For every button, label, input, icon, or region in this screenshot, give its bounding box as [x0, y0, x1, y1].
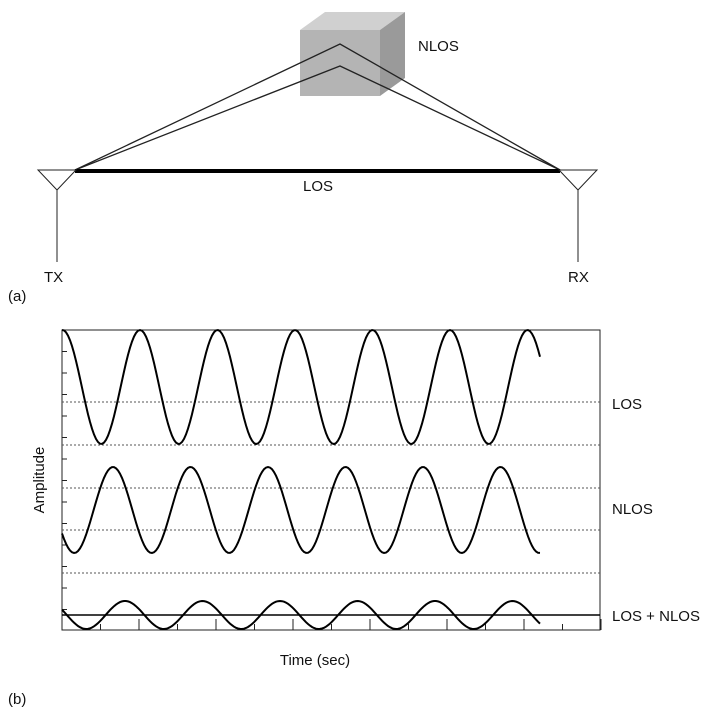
- plot: Amplitude Time (sec) (b) LOS NLOS LOS + …: [8, 328, 700, 708]
- tx-antenna: [36, 169, 78, 191]
- x-axis-label: Time (sec): [280, 652, 350, 669]
- trace-label: NLOS: [612, 501, 653, 518]
- panel-label: (a): [8, 288, 26, 305]
- panel-label: (b): [8, 691, 26, 708]
- nlos-path: [74, 65, 561, 171]
- rx-antenna: [557, 169, 599, 191]
- rx-label: RX: [568, 269, 589, 286]
- trace-label: LOS + NLOS: [612, 608, 700, 625]
- y-axis-label: Amplitude: [31, 447, 48, 514]
- nlos-path: [74, 43, 561, 171]
- cube-side: [380, 12, 405, 96]
- plot-frame: [61, 329, 601, 631]
- diagram: NLOS LOS TX RX (a): [8, 12, 599, 305]
- cube-front: [300, 30, 380, 96]
- tx-label: TX: [44, 269, 63, 286]
- cube-top: [300, 12, 405, 30]
- nlos-label: NLOS: [418, 38, 459, 55]
- waveform: [61, 599, 541, 631]
- trace-label: LOS: [612, 396, 642, 413]
- waveform: [61, 328, 541, 446]
- los-label: LOS: [303, 178, 333, 195]
- waveform: [61, 465, 541, 555]
